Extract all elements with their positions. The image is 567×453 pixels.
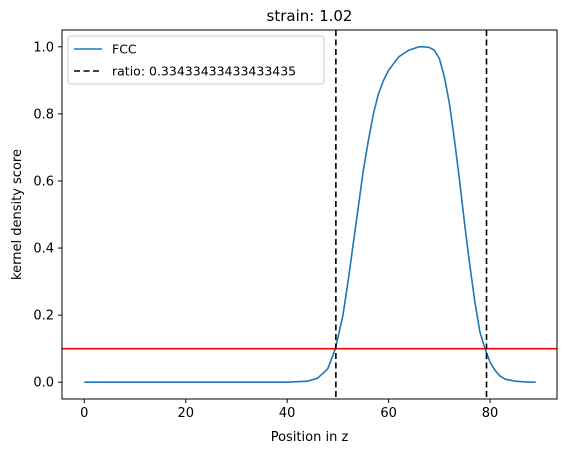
y-tick-label: 0.4 <box>33 242 54 257</box>
legend-label-fcc: FCC <box>112 42 137 57</box>
legend: FCC ratio: 0.33433433433433435 <box>67 35 325 85</box>
x-tick-label: 0 <box>80 406 88 421</box>
x-tick-label: 40 <box>279 406 296 421</box>
x-tick-label: 60 <box>380 406 397 421</box>
plot-area <box>62 30 557 399</box>
x-axis-label: Position in z <box>271 430 349 445</box>
ticks: 0 20 40 60 80 0.0 0.2 0.4 0.6 0.8 1.0 <box>33 40 498 421</box>
y-tick-label: 0.2 <box>33 309 54 324</box>
y-axis-label: kernel density score <box>10 149 25 280</box>
y-tick-label: 1.0 <box>33 40 54 55</box>
chart-title: strain: 1.02 <box>267 7 353 25</box>
series-line-fcc <box>84 45 536 384</box>
legend-box <box>67 35 325 85</box>
x-tick-label: 20 <box>177 406 194 421</box>
y-tick-label: 0.8 <box>33 107 54 122</box>
y-tick-label: 0.0 <box>33 376 54 391</box>
y-tick-label: 0.6 <box>33 174 54 189</box>
axes-frame <box>61 29 558 400</box>
x-tick-label: 80 <box>482 406 499 421</box>
legend-label-ratio: ratio: 0.33433433433433435 <box>112 64 296 79</box>
